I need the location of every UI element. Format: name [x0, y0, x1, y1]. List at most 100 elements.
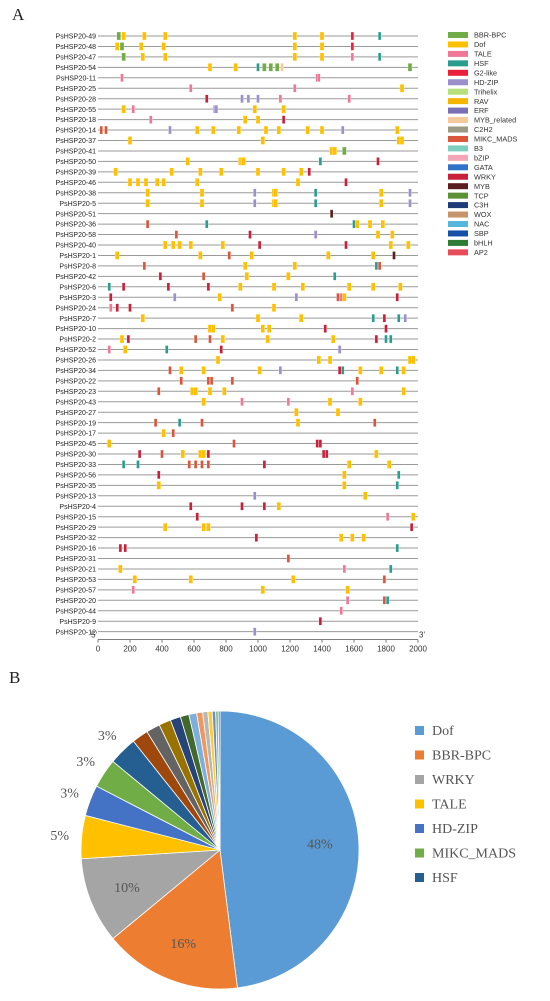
cis-element-dof	[263, 125, 269, 135]
cis-element-tale	[109, 303, 113, 312]
cis-element-tale	[107, 345, 111, 354]
legend-label: SBP	[474, 229, 489, 238]
legend-swatch	[448, 32, 468, 38]
cis-element-mikc_mads	[145, 219, 150, 229]
pie-legend-item: BBR-BPC	[415, 749, 491, 764]
cis-element-mikc_mads	[206, 460, 211, 469]
cis-element-hd-zip	[313, 230, 318, 239]
cis-element-mikc_mads	[336, 293, 340, 302]
cis-element-tale	[293, 84, 297, 93]
cis-element-hd-zip	[168, 125, 172, 135]
gene-row: PsHSP20-32	[56, 533, 418, 542]
legend-swatch	[448, 211, 468, 218]
cis-element-tale	[131, 585, 135, 594]
x-tick-label: 1800	[377, 645, 395, 654]
gene-label: PsHSP20-4	[59, 504, 96, 511]
cis-element-mikc_mads	[286, 554, 291, 563]
gene-row: PsHSP20-27	[56, 408, 418, 417]
panel-b-pie: B 48% 16% 10% 5% 3% 3% 3% Dof BBR-BPC WRKY TALE HD-…	[0, 665, 550, 996]
cis-element-dof	[188, 575, 193, 584]
cis-element-dof	[380, 219, 385, 229]
cis-element-hsf	[384, 334, 388, 344]
cis-element-dof	[145, 199, 150, 208]
gene-label: PsHSP20-26	[56, 358, 97, 365]
cis-element-dof	[361, 533, 366, 542]
gene-label: PsHSP20-8	[59, 264, 96, 271]
cis-element-dof	[113, 167, 118, 177]
cis-element-wrky	[323, 324, 327, 333]
cis-element-wrky	[344, 240, 348, 250]
cis-element-tale	[120, 73, 124, 82]
cis-element-dof	[222, 387, 227, 396]
cis-element-wrky	[318, 617, 323, 626]
gene-row: PsHSP20-56	[56, 470, 418, 480]
pie-legend-item: Dof	[415, 724, 454, 739]
legend-swatch	[448, 60, 468, 67]
x-tick-label: 1000	[249, 645, 267, 654]
cis-element-dof	[207, 63, 213, 72]
gene-label: PsHSP20-11	[56, 75, 96, 82]
legend-label: NAC	[474, 220, 489, 229]
cis-element-dof	[347, 460, 352, 469]
cis-element-mikc_mads	[157, 387, 161, 396]
cis-element-dof	[255, 167, 261, 177]
cis-element-dof	[342, 481, 347, 490]
legend-swatch	[448, 192, 468, 199]
cis-element-dof	[295, 418, 301, 427]
gene-row: PsHSP20-21	[56, 564, 418, 574]
pie-legend-swatch	[415, 824, 424, 833]
legend-swatch	[448, 98, 468, 105]
gene-row: PsHSP20-29	[56, 523, 418, 532]
gene-label: PsHSP20-54	[56, 65, 97, 72]
cis-element-hd-zip	[240, 94, 244, 103]
cis-element-dof	[319, 125, 325, 135]
pie-legend-item: TALE	[415, 798, 467, 813]
pie-chart: 48%16%10%5%3%3%3% DofBBR-BPCWRKYTALEHD-ZI…	[50, 710, 516, 990]
legend-item: MYB	[448, 182, 490, 191]
gene-row: PsHSP20-37	[56, 136, 418, 145]
gene-label: PsHSP20-20	[56, 598, 97, 605]
gene-row: PsHSP20-44	[56, 606, 418, 615]
cis-element-dof	[257, 366, 262, 375]
cis-element-dof	[255, 115, 261, 124]
gene-label: PsHSP20-15	[56, 514, 97, 521]
gene-label: PsHSP20-57	[56, 587, 97, 594]
legend-swatch	[448, 164, 468, 171]
slice-label: 5%	[50, 829, 69, 844]
legend-item: Trihelix	[448, 87, 498, 96]
legend-label: TALE	[474, 50, 492, 59]
gene-row: PsHSP20-13	[56, 491, 418, 500]
cis-element-wrky	[206, 282, 211, 291]
cis-element-hsf	[256, 63, 260, 72]
cis-element-dof	[292, 261, 297, 271]
cis-element-tale	[385, 512, 390, 521]
pie-legend-label: Dof	[432, 724, 454, 739]
cis-element-hd-zip	[278, 366, 283, 375]
gene-row: PsHSP20-23	[56, 387, 418, 396]
cis-element-dof	[273, 199, 278, 208]
gene-row: PsHSP20-52	[56, 345, 418, 354]
cis-element-dof	[260, 585, 265, 594]
legend-swatch	[448, 230, 468, 237]
slice-label: 48%	[307, 838, 333, 853]
cis-element-hsf	[121, 460, 126, 469]
cis-element-dof	[265, 334, 270, 344]
cis-element-hsf	[377, 52, 382, 62]
cis-element-dof	[115, 251, 120, 260]
gene-label: PsHSP20-28	[56, 96, 97, 103]
cis-element-dof	[156, 481, 161, 490]
cis-element-dof	[292, 42, 297, 51]
cis-element-mikc_mads	[168, 366, 172, 375]
slice-label: 3%	[98, 729, 117, 744]
pie-legend-item: HSF	[415, 871, 458, 886]
cis-element-wrky	[240, 502, 244, 511]
cis-element-mikc_mads	[193, 334, 198, 344]
cis-element-tale	[240, 397, 244, 406]
cis-element-dof	[411, 355, 416, 365]
cis-element-hd-zip	[337, 345, 342, 354]
legend-label: MIKC_MADS	[474, 135, 518, 144]
cis-element-dof	[233, 63, 238, 72]
gene-label: PsHSP20-3	[59, 295, 96, 302]
cis-element-hd-zip	[246, 94, 251, 103]
gene-row: PsHSP20-12	[56, 627, 418, 636]
